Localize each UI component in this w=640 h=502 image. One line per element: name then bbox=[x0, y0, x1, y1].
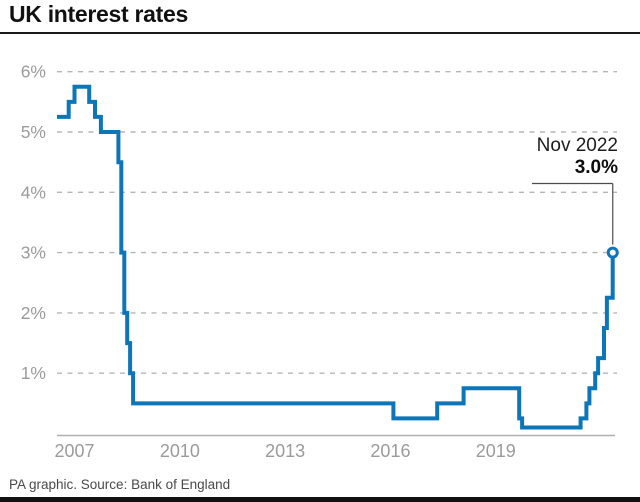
x-tick-label: 2013 bbox=[265, 441, 305, 461]
y-tick-label: 5% bbox=[21, 122, 46, 142]
bottom-bar bbox=[0, 497, 640, 502]
title-divider bbox=[0, 32, 640, 34]
page-title: UK interest rates bbox=[9, 1, 188, 27]
endpoint-marker bbox=[606, 246, 619, 259]
y-tick-label: 6% bbox=[21, 62, 46, 82]
x-tick-label: 2010 bbox=[160, 441, 200, 461]
y-tick-label: 2% bbox=[21, 303, 46, 323]
x-tick-label: 2007 bbox=[55, 441, 95, 461]
y-tick-label: 3% bbox=[21, 243, 46, 263]
y-tick-label: 1% bbox=[21, 363, 46, 383]
endpoint-annotation: Nov 2022 3.0% bbox=[537, 135, 618, 179]
annotation-value-label: 3.0% bbox=[574, 157, 618, 178]
x-tick-label: 2019 bbox=[476, 441, 516, 461]
annotation-date-label: Nov 2022 bbox=[536, 135, 618, 156]
rate-step-line bbox=[57, 84, 615, 430]
y-tick-label: 4% bbox=[21, 182, 46, 202]
x-tick-label: 2016 bbox=[370, 441, 410, 461]
source-credit: PA graphic. Source: Bank of England bbox=[9, 477, 231, 492]
